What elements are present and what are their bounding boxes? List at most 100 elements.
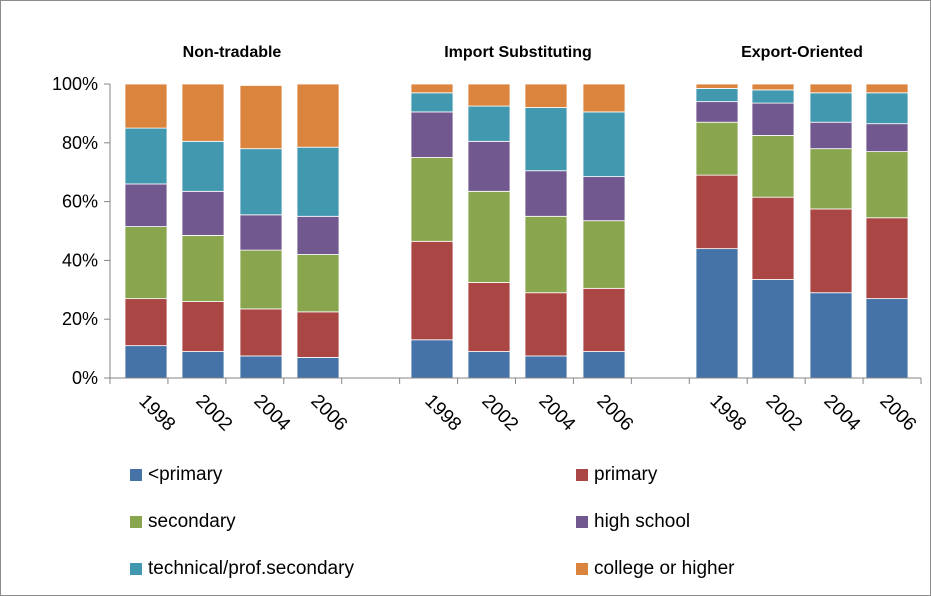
x-category-label: 2004 (819, 391, 864, 436)
legend-swatch (576, 563, 588, 575)
legend-label: technical/prof.secondary (148, 558, 354, 579)
legend-label: <primary (148, 464, 223, 485)
bar-segment: Export-Oriented 2004 college or higher: … (809, 83, 853, 94)
x-category-label: 2002 (761, 391, 806, 436)
bar-segment: Import Substituting 2006 secondary: 23% (582, 220, 626, 289)
group-title: Non-tradable (183, 44, 282, 61)
y-tick-label: 100% (52, 74, 98, 94)
bar-segment: Import Substituting 2004 technical/prof.… (524, 107, 568, 172)
bar-segment: Export-Oriented 1998 college or higher: … (695, 83, 739, 89)
bar-segment: Export-Oriented 2006 technical/prof.seco… (865, 92, 909, 125)
bar-segment: Export-Oriented 2004 <primary: 29% (809, 292, 853, 379)
y-tick-label: 60% (62, 192, 98, 212)
bar-segment: Import Substituting 1998 high school: 15… (410, 111, 454, 158)
bar-segment: Non-tradable 2006 primary: 15.5% (296, 311, 340, 358)
bar-segment: Export-Oriented 2002 secondary: 21% (751, 135, 795, 198)
bar-segment: Export-Oriented 2002 college or higher: … (751, 83, 795, 91)
bar-segment: Export-Oriented 2006 college or higher: … (865, 83, 909, 94)
x-category-label: 2006 (592, 391, 637, 436)
group-title: Export-Oriented (741, 44, 863, 61)
bar-segment: Export-Oriented 1998 primary: 25% (695, 174, 739, 250)
bar-segment: Non-tradable 1998 secondary: 24.5% (124, 226, 168, 300)
bar-segment: Non-tradable 2002 primary: 17% (181, 301, 225, 352)
bar-segment: Export-Oriented 2004 primary: 28.5% (809, 208, 853, 294)
bar-segment: Import Substituting 1998 technical/prof.… (410, 92, 454, 113)
bar-segment: Non-tradable 2004 college or higher: 21.… (239, 85, 283, 150)
bar-segment: Import Substituting 2002 <primary: 9% (467, 351, 511, 379)
bar-segment: Import Substituting 2004 high school: 15… (524, 170, 568, 217)
bar-segment: Non-tradable 2006 technical/prof.seconda… (296, 146, 340, 217)
bar-segment: Export-Oriented 2002 high school: 11% (751, 102, 795, 136)
bar-segment: Non-tradable 1998 high school: 14.5% (124, 183, 168, 227)
bar-segment: Non-tradable 2004 primary: 16% (239, 308, 283, 357)
group-title: Import Substituting (444, 44, 592, 61)
bar-segment: Import Substituting 2002 secondary: 31% (467, 190, 511, 283)
bar-segment: Non-tradable 2004 technical/prof.seconda… (239, 148, 283, 216)
x-category-label: 1998 (705, 391, 750, 436)
legend-label: high school (594, 511, 690, 532)
legend-swatch (130, 516, 142, 528)
x-category-label: 2006 (306, 391, 351, 436)
x-category-label: 2006 (875, 391, 920, 436)
bar-segment: Import Substituting 2006 high school: 15… (582, 176, 626, 222)
bar-segment: Non-tradable 2006 college or higher: 21.… (296, 83, 340, 148)
bar-segment: Non-tradable 2006 secondary: 19.5% (296, 254, 340, 313)
bar-segment: Import Substituting 1998 college or high… (410, 83, 454, 94)
bar-segment: Import Substituting 2002 technical/prof.… (467, 105, 511, 142)
bar-segment: Non-tradable 2004 <primary: 7.5% (239, 355, 283, 379)
y-tick-label: 80% (62, 133, 98, 153)
bar-segment: Non-tradable 2006 high school: 13% (296, 215, 340, 255)
x-category-label: 2002 (191, 391, 236, 436)
bar-segment: Export-Oriented 1998 <primary: 44% (695, 248, 739, 379)
x-category-label: 1998 (134, 391, 179, 436)
legend-label: primary (594, 464, 658, 485)
bar-segment: Non-tradable 2002 <primary: 9% (181, 351, 225, 379)
bar-segment: Export-Oriented 2004 technical/prof.seco… (809, 92, 853, 123)
bar-segment: Import Substituting 2006 primary: 21.5% (582, 287, 626, 352)
legend-swatch (130, 469, 142, 481)
bar-segment: Export-Oriented 1998 high school: 7% (695, 101, 739, 123)
bar-segment: Non-tradable 2002 high school: 15% (181, 190, 225, 236)
bar-segment: Export-Oriented 2002 technical/prof.seco… (751, 89, 795, 104)
x-category-label: 2004 (534, 391, 579, 436)
bar-segment: Export-Oriented 1998 technical/prof.seco… (695, 88, 739, 103)
legend-label: college or higher (594, 558, 735, 579)
bar-segment: Non-tradable 2004 high school: 12% (239, 214, 283, 251)
bar-segment: Non-tradable 2004 secondary: 20% (239, 249, 283, 310)
legend-swatch (130, 563, 142, 575)
bar-segment: Import Substituting 2004 secondary: 26% (524, 215, 568, 294)
bar-segment: Export-Oriented 2006 primary: 27.5% (865, 217, 909, 300)
bar-segment: Import Substituting 2004 primary: 21.5% (524, 292, 568, 357)
bar-segment: Export-Oriented 2006 secondary: 22.5% (865, 151, 909, 219)
bar-segment: Import Substituting 1998 primary: 33.5% (410, 240, 454, 341)
legend-swatch (576, 516, 588, 528)
bar-segment: Import Substituting 2004 college or high… (524, 83, 568, 108)
bar-segment: Export-Oriented 2006 <primary: 27% (865, 298, 909, 379)
y-tick-label: 20% (62, 309, 98, 329)
x-category-label: 1998 (420, 391, 465, 436)
bar-segment: Non-tradable 1998 primary: 16% (124, 298, 168, 347)
x-category-label: 2002 (477, 391, 522, 436)
y-tick-label: 40% (62, 250, 98, 270)
bar-segment: Export-Oriented 2004 high school: 9% (809, 121, 853, 150)
bar-segment: Non-tradable 2002 technical/prof.seconda… (181, 140, 225, 192)
bar-segment: Non-tradable 2002 college or higher: 19.… (181, 83, 225, 142)
bar-segment: Export-Oriented 2002 <primary: 33.5% (751, 279, 795, 379)
bar-segment: Non-tradable 1998 college or higher: 15% (124, 83, 168, 129)
bar-segment: Import Substituting 2006 <primary: 9% (582, 351, 626, 379)
bar-segment: Import Substituting 1998 secondary: 28.5… (410, 157, 454, 242)
bar-segment: Import Substituting 2006 technical/prof.… (582, 111, 626, 178)
bar-segment: Import Substituting 2006 college or high… (582, 83, 626, 113)
bar-segment: Import Substituting 2004 <primary: 7.5% (524, 355, 568, 379)
bar-segment: Export-Oriented 1998 secondary: 18% (695, 121, 739, 176)
legend-label: secondary (148, 511, 236, 532)
bar-segment: Export-Oriented 2002 primary: 28% (751, 196, 795, 280)
x-category-label: 2004 (249, 391, 294, 436)
bar-segment: Non-tradable 2006 <primary: 7% (296, 357, 340, 379)
bar-segment: Import Substituting 2002 primary: 23.5% (467, 282, 511, 352)
bar-segment: Import Substituting 1998 <primary: 13% (410, 339, 454, 379)
legend-swatch (576, 469, 588, 481)
bar-segment: Import Substituting 2002 high school: 17… (467, 140, 511, 192)
bar-segment: Export-Oriented 2006 high school: 9.5% (865, 123, 909, 153)
